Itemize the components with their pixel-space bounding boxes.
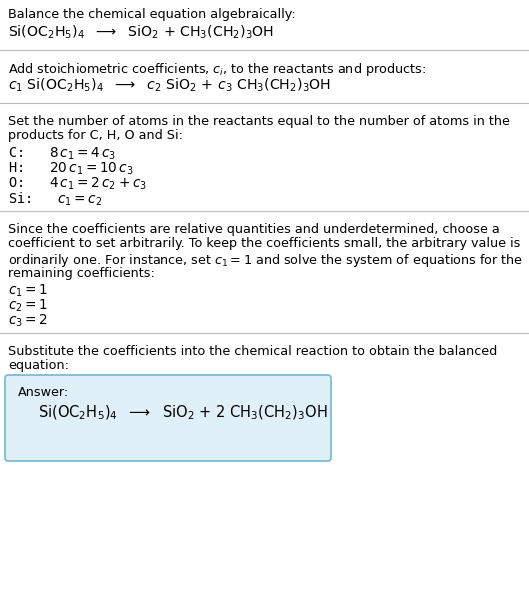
Text: Si(OC$_2$H$_5$)$_4$  $\longrightarrow$  SiO$_2$ + CH$_3$(CH$_2$)$_3$OH: Si(OC$_2$H$_5$)$_4$ $\longrightarrow$ Si…	[8, 24, 274, 41]
Text: Add stoichiometric coefficients, $c_i$, to the reactants and products:: Add stoichiometric coefficients, $c_i$, …	[8, 61, 426, 78]
Text: C:   $8\,c_1 = 4\,c_3$: C: $8\,c_1 = 4\,c_3$	[8, 146, 116, 163]
Text: $c_3 = 2$: $c_3 = 2$	[8, 313, 48, 330]
Text: Si:   $c_1 = c_2$: Si: $c_1 = c_2$	[8, 191, 103, 208]
Text: O:   $4\,c_1 = 2\,c_2 + c_3$: O: $4\,c_1 = 2\,c_2 + c_3$	[8, 176, 147, 192]
Text: Substitute the coefficients into the chemical reaction to obtain the balanced: Substitute the coefficients into the che…	[8, 345, 497, 358]
Text: equation:: equation:	[8, 359, 69, 373]
Text: Answer:: Answer:	[18, 386, 69, 399]
Text: H:   $20\,c_1 = 10\,c_3$: H: $20\,c_1 = 10\,c_3$	[8, 161, 134, 177]
Text: remaining coefficients:: remaining coefficients:	[8, 266, 155, 279]
Text: products for C, H, O and Si:: products for C, H, O and Si:	[8, 129, 183, 143]
Text: $c_2 = 1$: $c_2 = 1$	[8, 298, 48, 314]
FancyBboxPatch shape	[5, 375, 331, 461]
Text: $c_1$ Si(OC$_2$H$_5$)$_4$  $\longrightarrow$  $c_2$ SiO$_2$ + $c_3$ CH$_3$(CH$_2: $c_1$ Si(OC$_2$H$_5$)$_4$ $\longrightarr…	[8, 77, 331, 95]
Text: coefficient to set arbitrarily. To keep the coefficients small, the arbitrary va: coefficient to set arbitrarily. To keep …	[8, 237, 521, 251]
Text: ordinarily one. For instance, set $c_1 = 1$ and solve the system of equations fo: ordinarily one. For instance, set $c_1 =…	[8, 252, 523, 269]
Text: Si(OC$_2$H$_5$)$_4$  $\longrightarrow$  SiO$_2$ + 2 CH$_3$(CH$_2$)$_3$OH: Si(OC$_2$H$_5$)$_4$ $\longrightarrow$ Si…	[38, 404, 328, 422]
Text: Since the coefficients are relative quantities and underdetermined, choose a: Since the coefficients are relative quan…	[8, 223, 500, 236]
Text: $c_1 = 1$: $c_1 = 1$	[8, 283, 48, 299]
Text: Balance the chemical equation algebraically:: Balance the chemical equation algebraica…	[8, 8, 296, 21]
Text: Set the number of atoms in the reactants equal to the number of atoms in the: Set the number of atoms in the reactants…	[8, 115, 510, 128]
